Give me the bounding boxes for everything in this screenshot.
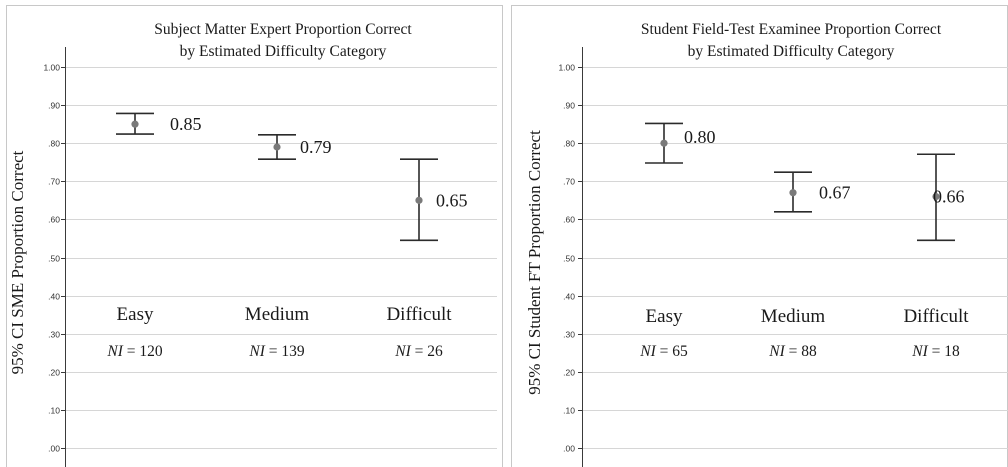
mean-point <box>273 143 280 150</box>
sample-size-prefix: NI <box>106 343 123 360</box>
y-axis-label: 95% CI Student FT Proportion Correct <box>525 130 544 395</box>
y-tick-label: 1.00 <box>558 63 575 73</box>
y-tick-label: .70 <box>563 177 575 187</box>
y-tick-label: .80 <box>48 139 60 149</box>
category-label: Easy <box>646 306 683 327</box>
category-label: Medium <box>245 304 310 325</box>
mean-point <box>660 140 667 147</box>
sample-size-label: NI = 88 <box>768 343 817 360</box>
y-axis-label: 95% CI SME Proportion Correct <box>8 150 27 374</box>
y-tick-label: .90 <box>563 101 575 111</box>
mean-point <box>789 189 796 196</box>
sample-size-count: = 18 <box>928 343 960 360</box>
chart-title-line-2: by Estimated Difficulty Category <box>180 43 387 60</box>
sample-size-count: = 88 <box>785 343 817 360</box>
category-label: Easy <box>117 304 154 325</box>
panel-frame <box>7 6 503 467</box>
y-tick-label: .50 <box>563 254 575 264</box>
mean-value-label: 0.65 <box>436 190 468 210</box>
panel-frame <box>512 6 1008 467</box>
student-chart-panel: .00 .10 .20 .30 .40 .50 .60 .70 .80 .90 1.00 Studen… <box>512 6 1008 467</box>
sample-size-label: NI = 120 <box>106 343 162 360</box>
y-tick-label: .20 <box>48 368 60 378</box>
sample-size-label: NI = 65 <box>639 343 688 360</box>
mean-value-label: 0.66 <box>933 187 965 207</box>
mean-value-label: 0.80 <box>684 127 716 147</box>
chart-title-line-2: by Estimated Difficulty Category <box>688 43 895 60</box>
y-tick-label: .80 <box>563 139 575 149</box>
mean-value-label: 0.67 <box>819 183 851 203</box>
sample-size-count: = 26 <box>411 343 443 360</box>
sample-size-prefix: NI <box>248 343 265 360</box>
y-tick-label: .60 <box>563 215 575 225</box>
chart-title-line-1: Subject Matter Expert Proportion Correct <box>154 21 412 38</box>
sample-size-label: NI = 139 <box>248 343 304 360</box>
y-tick-label: 1.00 <box>43 63 60 73</box>
mean-point <box>131 121 138 128</box>
y-tick-label: .60 <box>48 215 60 225</box>
y-tick-label: .00 <box>48 444 60 454</box>
sample-size-prefix: NI <box>911 343 928 360</box>
sme-chart-panel: .00 .10 .20 .30 .40 .50 .60 .70 .80 .90 1.00 Subjec… <box>7 6 503 467</box>
y-tick-label: .20 <box>563 368 575 378</box>
category-label: Medium <box>761 306 826 327</box>
y-tick-label: .00 <box>563 444 575 454</box>
sample-size-prefix: NI <box>394 343 411 360</box>
sample-size-count: = 65 <box>656 343 688 360</box>
y-tick-label: .90 <box>48 101 60 111</box>
sample-size-count: = 120 <box>123 343 163 360</box>
sample-size-label: NI = 18 <box>911 343 960 360</box>
sample-size-prefix: NI <box>768 343 785 360</box>
category-label: Difficult <box>386 304 452 325</box>
mean-value-label: 0.79 <box>300 137 332 157</box>
y-tick-label: .10 <box>563 406 575 416</box>
mean-value-label: 0.85 <box>170 114 202 134</box>
category-label: Difficult <box>903 306 969 327</box>
y-tick-label: .10 <box>48 406 60 416</box>
sample-size-count: = 139 <box>265 343 305 360</box>
y-tick-label: .70 <box>48 177 60 187</box>
y-tick-label: .30 <box>48 330 60 340</box>
sample-size-prefix: NI <box>639 343 656 360</box>
y-tick-label: .40 <box>563 292 575 302</box>
y-tick-label: .50 <box>48 254 60 264</box>
chart-title-line-1: Student Field-Test Examinee Proportion C… <box>641 21 942 38</box>
y-tick-label: .40 <box>48 292 60 302</box>
sample-size-label: NI = 26 <box>394 343 443 360</box>
mean-point <box>415 197 422 204</box>
y-tick-label: .30 <box>563 330 575 340</box>
